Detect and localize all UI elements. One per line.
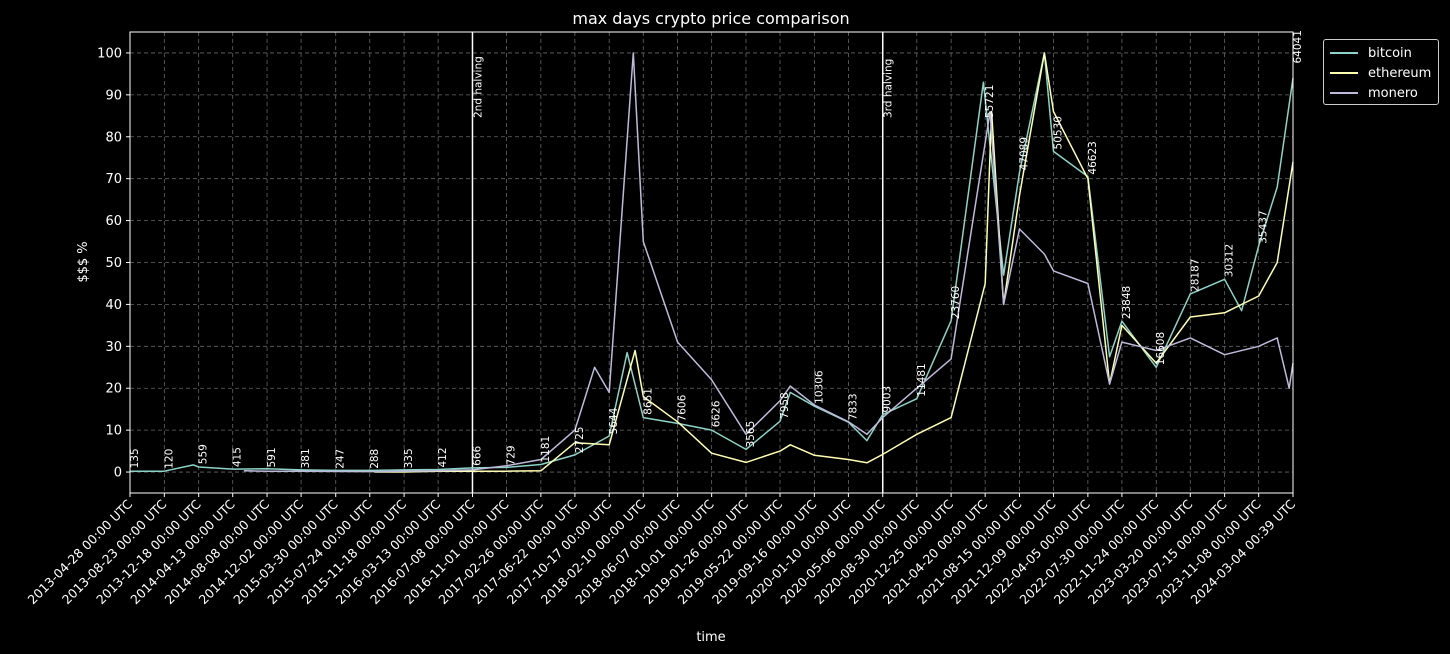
legend-item-monero: monero [1330, 83, 1438, 103]
grid [129, 32, 1294, 493]
price-label: 47089 [1018, 137, 1030, 170]
legend-label: ethereum [1368, 65, 1432, 81]
price-label: 9003 [882, 386, 894, 413]
y-tick-label: 60 [105, 214, 122, 229]
y-tick-label: 30 [105, 340, 122, 355]
price-label: 247 [335, 449, 347, 469]
legend-item-ethereum: ethereum [1330, 63, 1438, 83]
price-labels: 135 120 559 415 591 381 247 288 335 412 666 729 1181… [129, 30, 1304, 469]
series-line-monero [243, 52, 1294, 473]
price-label: 55721 [984, 85, 996, 118]
price-label: 7958 [779, 392, 791, 419]
y-tick-label: 70 [105, 172, 122, 187]
price-label: 23760 [950, 286, 962, 319]
price-label: 28187 [1189, 259, 1201, 292]
series-lines [130, 52, 1294, 473]
price-label: 6626 [711, 400, 723, 427]
legend-swatch [1330, 92, 1358, 94]
halving-label: 3rd halving [883, 59, 895, 118]
legend-label: monero [1368, 85, 1418, 101]
x-axis-label: time [696, 630, 725, 645]
y-tick-label: 100 [97, 46, 122, 61]
price-label: 64041 [1292, 30, 1304, 63]
y-tick-label: 20 [105, 382, 122, 397]
price-label: 23848 [1121, 286, 1133, 319]
y-axis-ticks: 0 10 20 30 40 50 60 70 80 90 100 [97, 46, 130, 481]
price-label: 10306 [813, 370, 825, 404]
price-label: 666 [471, 445, 483, 465]
price-label: 381 [300, 448, 312, 468]
price-label: 3565 [745, 421, 757, 448]
price-label: 120 [163, 449, 175, 469]
legend-label: bitcoin [1368, 45, 1412, 61]
y-tick-label: 40 [105, 298, 122, 313]
price-label: 591 [266, 447, 278, 467]
halving-lines: 2nd halving 3rd halving [471, 32, 895, 493]
price-label: 5644 [608, 407, 620, 434]
series-line-ethereum [374, 52, 1294, 473]
legend-swatch [1330, 52, 1358, 54]
price-label: 16608 [1155, 332, 1167, 365]
price-label: 559 [198, 444, 210, 464]
price-label: 412 [437, 447, 449, 467]
price-label: 415 [232, 447, 244, 467]
price-label: 2725 [574, 427, 586, 454]
series-line-bitcoin [130, 52, 1294, 472]
legend-item-bitcoin: bitcoin [1330, 43, 1438, 63]
price-label: 50530 [1053, 116, 1065, 149]
price-label: 7833 [847, 393, 859, 420]
legend: bitcoin ethereum monero [1323, 39, 1439, 105]
halving-label: 2nd halving [472, 56, 484, 118]
price-label: 335 [403, 448, 415, 468]
y-tick-label: 90 [105, 88, 122, 103]
y-tick-label: 50 [105, 256, 122, 271]
y-axis-label: $$$ % [76, 241, 91, 282]
price-label: 1181 [540, 436, 552, 463]
y-tick-label: 80 [105, 130, 122, 145]
legend-swatch [1330, 72, 1358, 74]
price-label: 729 [506, 445, 518, 465]
price-label: 135 [129, 448, 141, 468]
price-label: 8651 [642, 388, 654, 415]
price-label: 11481 [916, 363, 928, 396]
price-label: 288 [369, 449, 381, 469]
chart-title: max days crypto price comparison [572, 9, 849, 28]
price-label: 30312 [1224, 244, 1236, 277]
price-label: 7606 [677, 394, 689, 421]
y-tick-label: 10 [105, 424, 122, 439]
price-label: 35437 [1258, 210, 1270, 243]
price-label: 46623 [1087, 141, 1099, 174]
y-tick-label: 0 [114, 466, 122, 481]
